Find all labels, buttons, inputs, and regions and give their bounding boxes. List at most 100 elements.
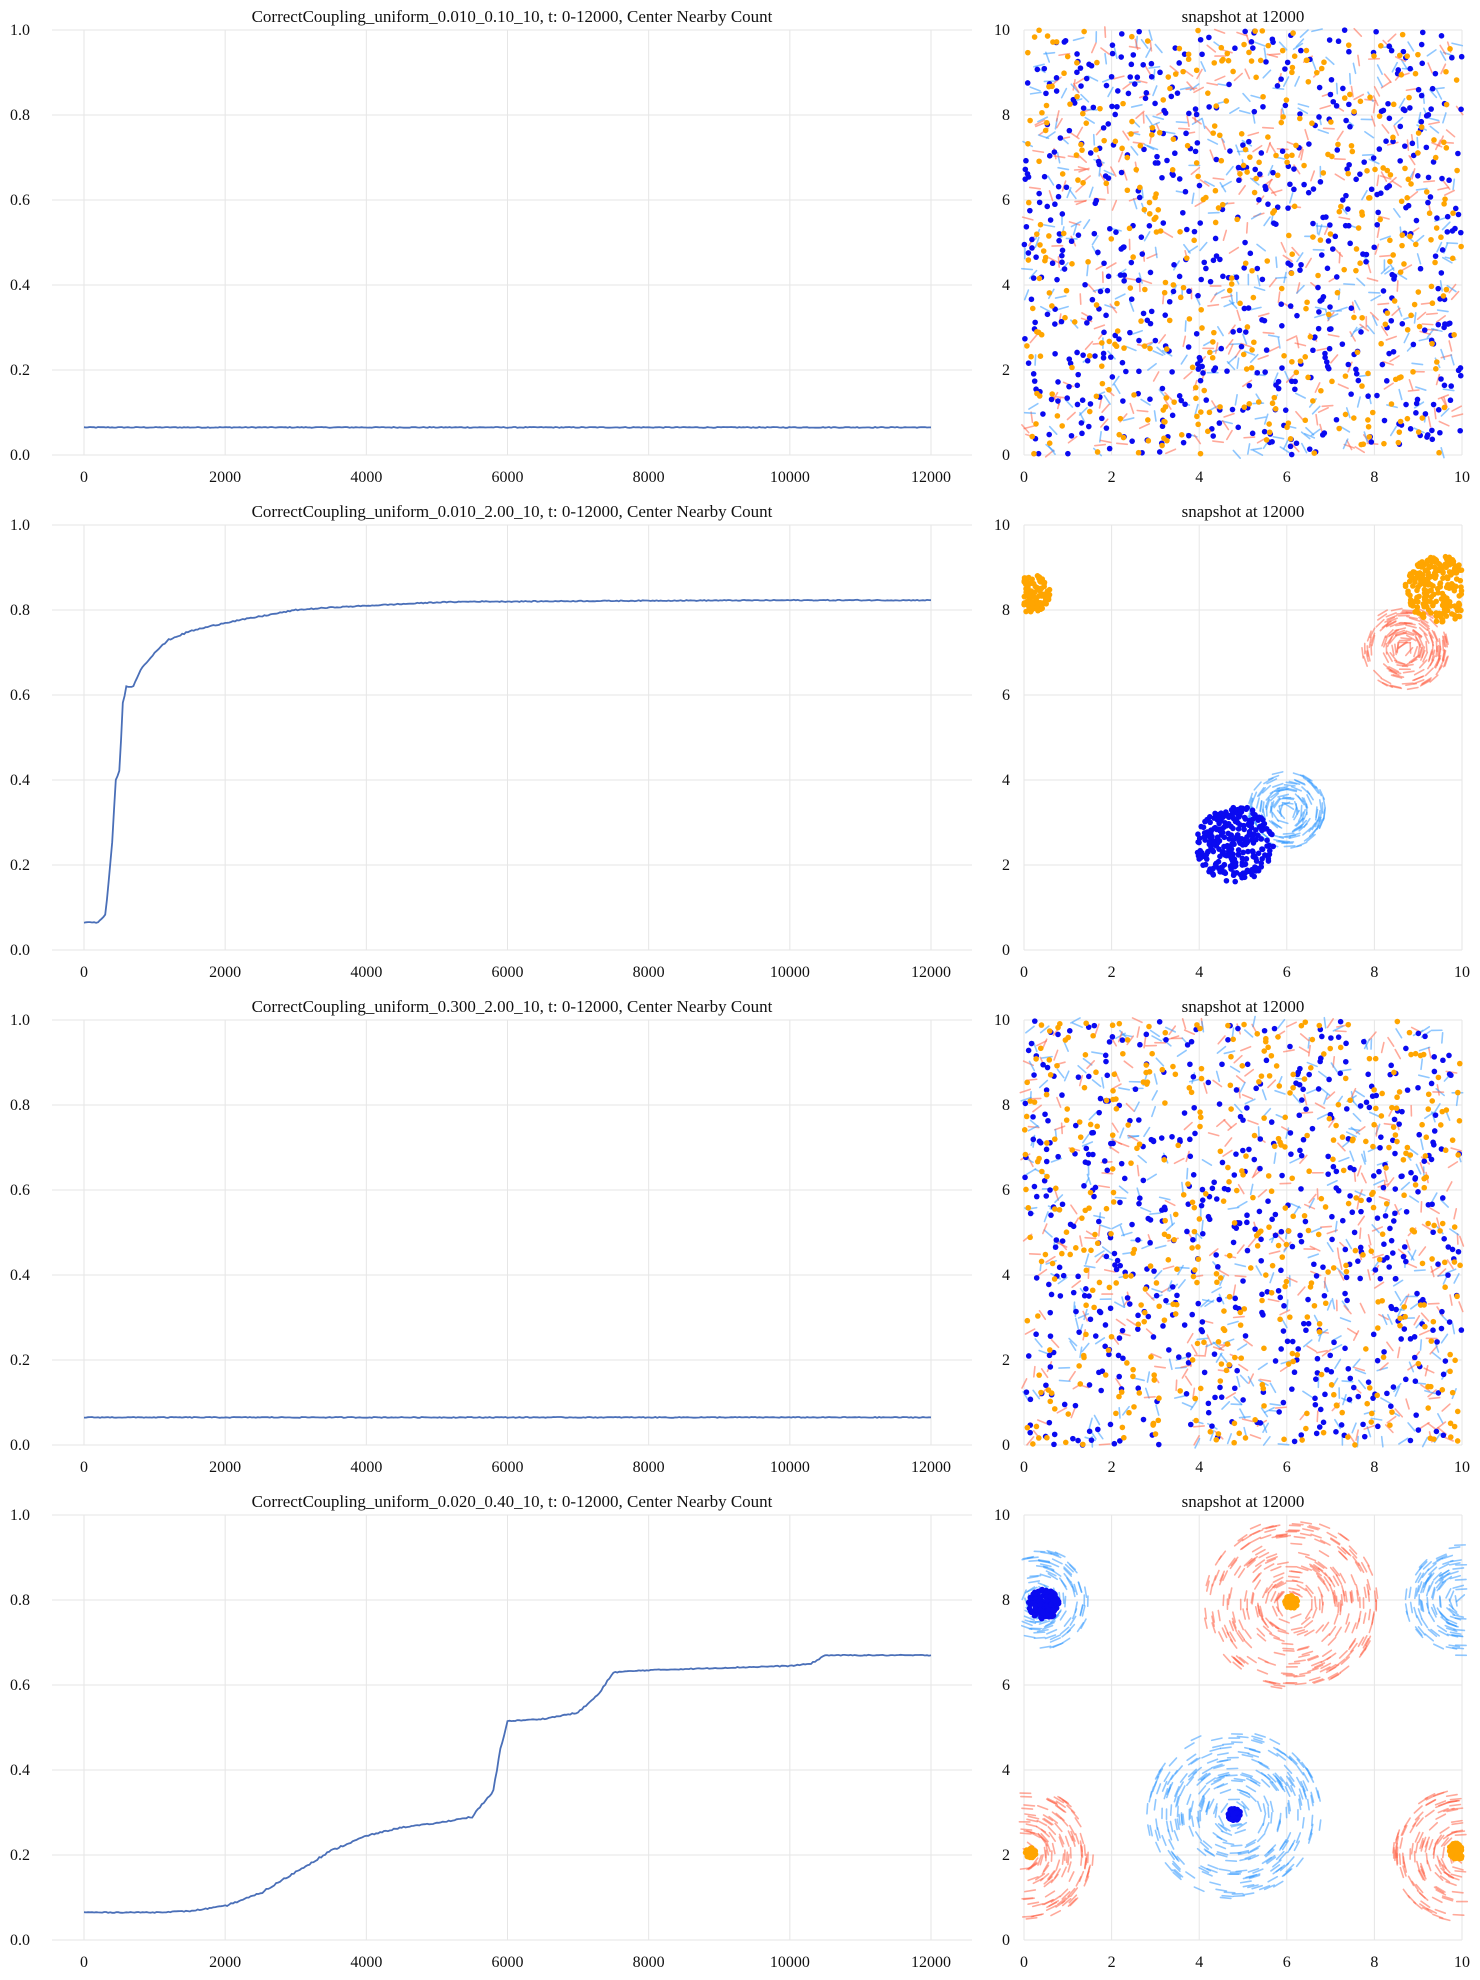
particle-point [1347,1193,1353,1199]
trail-mark [1221,420,1230,431]
particle-point [1244,867,1251,874]
trail-mark [1429,1345,1438,1355]
particle-point [1053,75,1060,81]
particle-point [1326,37,1333,43]
particle-point [1326,345,1333,352]
particle-point [1440,600,1447,607]
trail-mark [1118,1185,1129,1194]
trail-mark [1299,29,1309,38]
trail-mark [1363,1424,1375,1430]
particle-point [1432,253,1439,259]
trail-mark [1077,1064,1087,1074]
particle-point [1348,391,1354,397]
particle-point [1275,1135,1282,1142]
trail-mark [1261,1618,1269,1629]
particle-point [1330,1156,1336,1163]
particle-point [1297,1232,1303,1239]
trail-mark [1304,128,1309,141]
particle-point [1213,253,1220,259]
trail-mark [1376,1366,1389,1372]
trail-mark [1373,1179,1385,1186]
trail-mark [1379,175,1392,180]
trail-mark [1060,1122,1063,1135]
particle-point [1131,1404,1137,1410]
trail-mark [1265,1583,1274,1594]
particle-point [1218,817,1224,824]
trail-mark [1136,1164,1140,1177]
trail-mark [1450,1147,1463,1152]
particle-point [1077,1381,1084,1387]
trail-mark [1186,115,1190,128]
trail-mark [1078,167,1090,173]
particle-point [1264,258,1271,264]
particle-point [1143,1031,1150,1038]
y-tick-label: 0 [1002,1437,1010,1454]
particle-point [1429,1098,1436,1104]
particle-point [1397,123,1404,130]
particle-point [1411,301,1418,308]
particle-point [1454,167,1460,174]
trail-mark [1132,141,1145,145]
trail-mark [1306,1345,1317,1353]
particle-point [1427,598,1434,605]
particle-point [1240,1172,1246,1178]
particle-point [1313,1273,1320,1279]
trail-mark [1101,403,1110,413]
particle-point [1384,1390,1390,1397]
particle-point [1446,320,1453,327]
particle-point [1403,1258,1409,1265]
particle-point [1153,1280,1160,1286]
trail-mark [1239,1374,1249,1384]
particle-point [1051,1431,1058,1438]
trail-mark [1387,1313,1393,1325]
particle-point [1389,1305,1395,1312]
particle-point [1298,1022,1305,1029]
particle-point [1199,1197,1206,1203]
particle-point [1361,1433,1368,1440]
trail-mark [1079,1346,1083,1359]
trail-mark [1201,1752,1213,1759]
particle-point [1455,1152,1462,1158]
particle-point [1398,72,1405,78]
trail-mark [1070,220,1082,228]
particle-point [1282,1144,1288,1150]
particle-point [1210,433,1217,439]
trail-mark [1255,1265,1263,1276]
particle-point [1183,130,1189,137]
trail-mark [1296,252,1304,263]
particle-point [1437,429,1443,436]
trail-mark [1194,403,1199,416]
particle-point [1074,93,1080,100]
particle-point [1297,358,1304,364]
particle-point [1440,1432,1447,1439]
trail-mark [1371,634,1376,647]
particle-point [1370,1173,1377,1179]
trail-mark [1288,1591,1301,1596]
trail-mark [1243,1590,1248,1602]
trail-mark [1129,402,1135,415]
particle-point [1189,364,1196,371]
particle-point [1438,270,1445,276]
trail-mark [1045,1255,1056,1263]
trail-mark [1408,617,1421,622]
trail-mark [1314,1102,1326,1110]
particle-point [1121,278,1127,284]
particle-point [1163,1036,1169,1043]
trail-mark [1326,1299,1333,1311]
particle-point [1040,411,1046,417]
trail-mark [1293,1674,1306,1678]
trail-mark [1371,1226,1384,1232]
particle-point [1297,267,1303,273]
particle-point [1441,404,1448,411]
trail-mark [1326,1663,1337,1671]
trail-mark [1418,1046,1431,1052]
particle-point [1064,395,1071,401]
trail-mark [1271,812,1280,823]
particle-point [1443,145,1450,151]
y-tick-label: 2 [1002,1352,1010,1369]
particle-point [1190,1273,1197,1280]
particle-point [1327,1045,1334,1052]
trail-mark [1290,1613,1302,1619]
trail-mark [1070,1407,1076,1419]
particle-point [1113,1096,1119,1102]
